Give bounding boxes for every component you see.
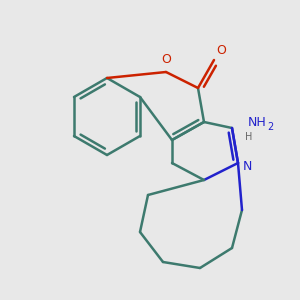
Text: O: O <box>216 44 226 57</box>
Text: O: O <box>161 53 171 66</box>
Text: N: N <box>243 160 252 172</box>
Text: 2: 2 <box>267 122 273 132</box>
Text: NH: NH <box>248 116 267 130</box>
Text: H: H <box>245 132 252 142</box>
